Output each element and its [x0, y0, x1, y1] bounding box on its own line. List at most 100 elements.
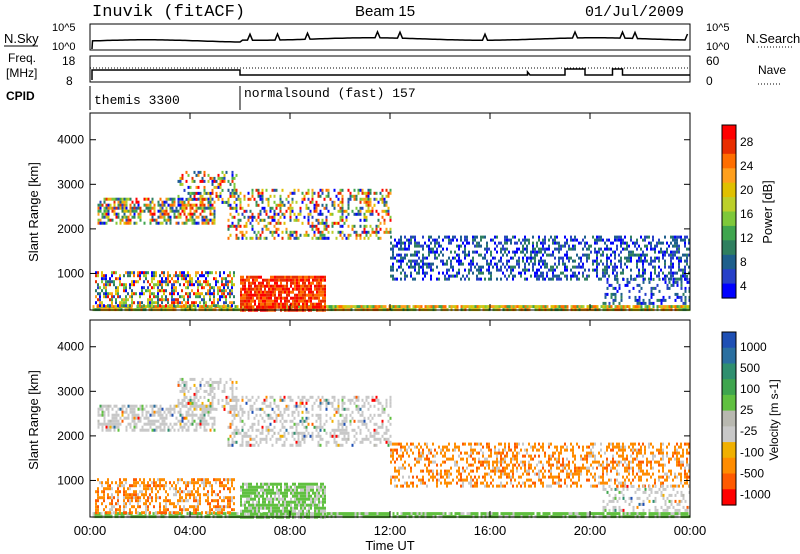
power-cell — [97, 298, 99, 302]
power-cell — [125, 203, 128, 207]
power-cell — [258, 275, 260, 279]
power-cell — [251, 188, 254, 192]
power-cell — [274, 299, 276, 303]
power-cell — [117, 206, 120, 210]
power-cell — [139, 209, 142, 213]
power-cell — [199, 206, 202, 210]
power-cell — [528, 241, 530, 245]
power-cell — [185, 304, 187, 308]
velocity-cell — [268, 512, 270, 516]
power-cell — [664, 298, 667, 302]
velocity-cell — [187, 508, 189, 512]
power-cell — [460, 277, 462, 281]
power-cell — [582, 238, 584, 242]
power-cell — [404, 271, 406, 275]
power-cell — [592, 235, 594, 239]
power-cell — [281, 212, 284, 216]
power-cell — [191, 221, 194, 225]
power-cell — [322, 293, 324, 297]
power-cell — [596, 253, 598, 257]
power-cell — [670, 262, 672, 266]
velocity-cell — [294, 503, 296, 507]
velocity-cell — [240, 500, 242, 504]
power-cell — [153, 283, 155, 287]
power-cell — [656, 283, 659, 287]
power-cell — [163, 289, 165, 293]
power-cell — [562, 256, 564, 260]
power-cell — [99, 200, 102, 204]
power-cell — [678, 259, 680, 263]
velocity-cell — [207, 499, 209, 503]
power-cell — [552, 277, 554, 281]
freq-label-line1: Freq. — [8, 51, 36, 65]
power-cell — [576, 238, 578, 242]
power-cell — [361, 206, 364, 210]
velocity-cell — [294, 500, 296, 504]
power-cell — [369, 233, 372, 237]
power-cell — [209, 197, 212, 201]
velocity-cell — [157, 496, 159, 500]
power-cell — [468, 250, 470, 254]
power-cell — [412, 253, 414, 257]
power-cell — [327, 194, 330, 198]
power-cell — [300, 278, 302, 282]
power-cell — [622, 305, 625, 309]
velocity-cell — [556, 512, 559, 516]
power-cell — [197, 304, 199, 308]
velocity-cell — [151, 490, 153, 494]
power-cell — [317, 194, 320, 198]
power-cell — [145, 197, 148, 201]
power-cell — [460, 238, 462, 242]
power-cell — [283, 215, 286, 219]
power-cell — [143, 221, 146, 225]
velocity-cell — [276, 503, 278, 507]
power-cell — [612, 241, 614, 245]
power-cell — [638, 289, 641, 293]
power-cell — [310, 284, 312, 288]
velocity-cell — [286, 488, 288, 492]
power-cell — [281, 188, 284, 192]
power-cell — [274, 275, 276, 279]
power-cell — [231, 289, 233, 293]
power-cell — [640, 253, 642, 257]
power-cell — [111, 206, 114, 210]
power-cell — [618, 301, 621, 305]
power-cell — [262, 281, 264, 285]
power-cell — [179, 274, 181, 278]
power-cell — [257, 236, 260, 240]
power-cell — [267, 197, 270, 201]
power-cell — [680, 283, 683, 287]
velocity-cell — [270, 497, 272, 501]
power-cell — [359, 212, 362, 216]
power-cell — [608, 238, 610, 242]
velocity-cell — [278, 509, 280, 513]
power-cell — [103, 197, 106, 201]
power-cell — [115, 301, 117, 305]
power-cell — [408, 241, 410, 245]
nave-label: Nave — [758, 63, 786, 77]
power-cell — [175, 274, 177, 278]
power-cell — [474, 250, 476, 254]
power-cell — [317, 221, 320, 225]
power-cell — [221, 295, 223, 299]
power-cell — [392, 244, 394, 248]
power-cell — [103, 212, 106, 216]
power-cell — [652, 277, 655, 281]
power-cell — [424, 262, 426, 266]
power-cell — [530, 274, 532, 278]
power-cell — [247, 203, 250, 207]
power-cell — [600, 253, 602, 257]
power-cell — [578, 262, 580, 266]
power-colorbar-swatch — [722, 168, 736, 184]
power-cell — [252, 281, 254, 285]
velocity-cell — [131, 499, 133, 503]
power-cell — [670, 259, 672, 263]
velocity-cell — [254, 497, 256, 501]
power-cell — [546, 274, 548, 278]
power-cell — [171, 200, 174, 204]
power-cell — [540, 250, 542, 254]
power-y-tick-label: 3000 — [57, 177, 84, 191]
power-cell — [119, 274, 121, 278]
power-cell — [217, 301, 219, 305]
power-cell — [249, 215, 252, 219]
